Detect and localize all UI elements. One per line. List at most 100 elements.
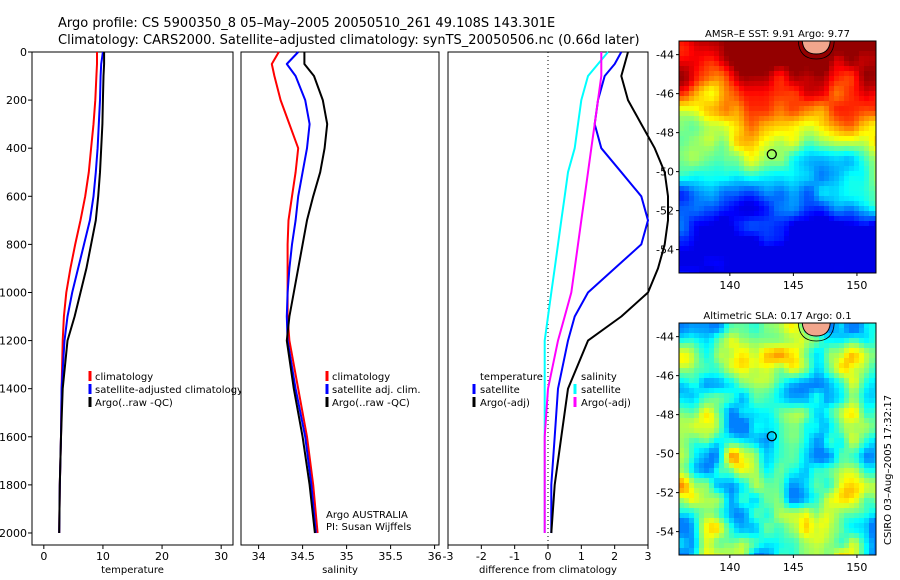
field-cell xyxy=(684,378,690,384)
field-cell xyxy=(729,171,735,177)
field-cell xyxy=(744,488,750,494)
field-cell xyxy=(754,201,760,207)
field-cell xyxy=(739,161,745,167)
field-cell xyxy=(739,488,745,494)
field-cell xyxy=(684,256,690,262)
field-cell xyxy=(774,191,780,197)
field-cell xyxy=(859,353,865,359)
field-cell xyxy=(824,236,830,242)
field-cell xyxy=(769,56,775,62)
field-cell xyxy=(709,373,715,379)
field-cell xyxy=(769,538,775,544)
field-cell xyxy=(874,378,877,384)
field-cell xyxy=(794,176,800,182)
temp-axes-frame xyxy=(31,51,234,546)
field-cell xyxy=(844,56,850,62)
field-cell xyxy=(844,266,850,272)
field-cell xyxy=(769,206,775,212)
field-cell xyxy=(769,413,775,419)
field-cell xyxy=(824,483,830,489)
field-cell xyxy=(679,156,685,162)
field-cell xyxy=(719,338,725,344)
field-cell xyxy=(799,543,805,549)
field-cell xyxy=(769,473,775,479)
field-cell xyxy=(689,86,695,92)
field-cell xyxy=(869,483,875,489)
field-cell xyxy=(679,101,685,107)
field-cell xyxy=(809,141,815,147)
field-cell xyxy=(699,483,705,489)
field-cell xyxy=(854,503,860,509)
field-cell xyxy=(734,368,740,374)
field-cell xyxy=(804,533,810,539)
field-cell xyxy=(689,186,695,192)
field-cell xyxy=(729,383,735,389)
field-cell xyxy=(804,101,810,107)
field-cell xyxy=(809,61,815,67)
field-cell xyxy=(849,191,855,197)
field-cell xyxy=(759,66,765,72)
field-cell xyxy=(689,111,695,117)
field-cell xyxy=(739,196,745,202)
field-cell xyxy=(759,468,765,474)
field-cell xyxy=(809,91,815,97)
field-cell xyxy=(709,488,715,494)
field-cell xyxy=(824,368,830,374)
field-cell xyxy=(859,478,865,484)
field-cell xyxy=(849,111,855,117)
field-cell xyxy=(814,66,820,72)
field-cell xyxy=(794,106,800,112)
field-cell xyxy=(784,251,790,257)
field-cell xyxy=(829,51,835,57)
field-cell xyxy=(834,246,840,252)
field-cell xyxy=(794,86,800,92)
field-cell xyxy=(689,116,695,122)
field-cell xyxy=(824,428,830,434)
field-cell xyxy=(809,146,815,152)
field-cell xyxy=(759,101,765,107)
field-cell xyxy=(699,216,705,222)
field-cell xyxy=(849,528,855,534)
field-cell xyxy=(749,333,755,339)
field-cell xyxy=(814,543,820,549)
field-cell xyxy=(779,408,785,414)
field-cell xyxy=(769,146,775,152)
field-cell xyxy=(789,176,795,182)
field-cell xyxy=(864,121,870,127)
field-cell xyxy=(809,196,815,202)
field-cell xyxy=(679,523,685,529)
field-cell xyxy=(774,373,780,379)
field-cell xyxy=(869,508,875,514)
field-cell xyxy=(754,131,760,137)
field-cell xyxy=(789,101,795,107)
field-cell xyxy=(734,266,740,272)
field-cell xyxy=(744,363,750,369)
field-cell xyxy=(789,383,795,389)
field-cell xyxy=(689,473,695,479)
field-cell xyxy=(869,96,875,102)
field-cell xyxy=(734,473,740,479)
field-cell xyxy=(779,368,785,374)
field-cell xyxy=(849,363,855,369)
field-cell xyxy=(744,206,750,212)
field-cell xyxy=(684,328,690,334)
field-cell xyxy=(819,171,825,177)
field-cell xyxy=(874,368,877,374)
field-cell xyxy=(694,136,700,142)
field-cell xyxy=(794,538,800,544)
field-cell xyxy=(694,408,700,414)
field-cell xyxy=(804,91,810,97)
field-cell xyxy=(794,136,800,142)
field-cell xyxy=(829,261,835,267)
field-cell xyxy=(754,483,760,489)
field-cell xyxy=(859,151,865,157)
field-cell xyxy=(729,368,735,374)
field-cell xyxy=(789,353,795,359)
field-cell xyxy=(694,106,700,112)
field-cell xyxy=(834,548,840,554)
field-cell xyxy=(749,101,755,107)
field-cell xyxy=(784,86,790,92)
field-cell xyxy=(774,468,780,474)
field-cell xyxy=(859,81,865,87)
field-cell xyxy=(759,393,765,399)
